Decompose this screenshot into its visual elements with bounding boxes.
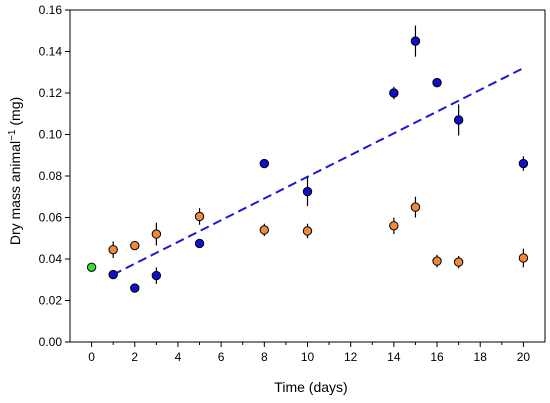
data-point <box>259 225 270 235</box>
data-point <box>389 221 399 231</box>
data-point <box>302 226 313 236</box>
x-tick-label: 12 <box>344 350 358 364</box>
data-point <box>151 229 162 239</box>
data-point <box>432 256 442 266</box>
trendline-group <box>112 67 524 276</box>
x-tick-label: 18 <box>474 350 488 364</box>
x-tick-label: 6 <box>218 350 225 364</box>
x-tick-label: 0 <box>88 350 95 364</box>
data-point <box>108 244 118 255</box>
x-tick-label: 16 <box>430 350 444 364</box>
y-tick-label: 0.08 <box>39 169 63 183</box>
data-point <box>130 240 140 251</box>
y-tick-label: 0.12 <box>39 86 63 100</box>
x-tick-label: 20 <box>517 350 531 364</box>
data-point <box>259 158 270 169</box>
data-point <box>410 202 421 212</box>
x-axis-label: Time (days) <box>274 379 347 395</box>
data-points <box>86 25 529 293</box>
y-tick-label: 0.10 <box>39 128 63 142</box>
data-point <box>410 36 421 46</box>
x-tick-label: 10 <box>301 350 315 364</box>
y-axis-label-superscript: −1 <box>7 129 18 141</box>
data-point <box>194 238 205 249</box>
data-point <box>518 158 529 169</box>
x-tick-label: 2 <box>131 350 138 364</box>
data-point <box>453 257 464 267</box>
y-tick-label: 0.04 <box>39 252 63 266</box>
data-point <box>518 253 529 263</box>
x-tick-label: 14 <box>387 350 401 364</box>
data-point <box>302 186 313 197</box>
data-point <box>151 270 162 281</box>
y-axis-label: Dry mass animal−1 (mg) <box>7 97 23 245</box>
data-point <box>432 77 442 88</box>
data-point <box>453 115 464 125</box>
data-point <box>389 88 399 98</box>
trendline <box>112 67 524 276</box>
x-tick-label: 4 <box>175 350 182 364</box>
y-tick-label: 0.14 <box>39 45 63 59</box>
data-point <box>108 269 118 280</box>
y-tick-label: 0.00 <box>39 335 63 349</box>
y-axis-label-main: Dry mass animal <box>7 141 23 245</box>
y-axis-label-unit: (mg) <box>7 97 23 130</box>
y-tick-label: 0.06 <box>39 211 63 225</box>
x-tick-label: 8 <box>261 350 268 364</box>
data-point <box>130 283 140 293</box>
data-point <box>194 211 205 222</box>
data-point <box>86 262 97 272</box>
y-axis-ticks: 0.00 0.02 0.04 0.06 0.08 0.10 0.12 0.14 0.16 <box>39 3 70 349</box>
y-tick-label: 0.02 <box>39 294 63 308</box>
y-tick-label: 0.16 <box>39 3 63 17</box>
x-axis-ticks: 0 2 4 6 8 10 12 14 16 18 20 <box>88 342 530 364</box>
